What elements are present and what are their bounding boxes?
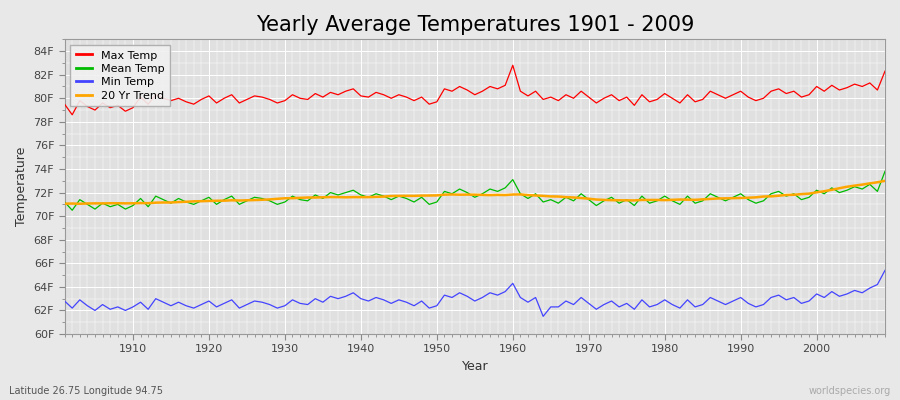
Y-axis label: Temperature: Temperature xyxy=(15,147,28,226)
Text: worldspecies.org: worldspecies.org xyxy=(809,386,891,396)
Text: Latitude 26.75 Longitude 94.75: Latitude 26.75 Longitude 94.75 xyxy=(9,386,163,396)
X-axis label: Year: Year xyxy=(462,360,488,373)
Legend: Max Temp, Mean Temp, Min Temp, 20 Yr Trend: Max Temp, Mean Temp, Min Temp, 20 Yr Tre… xyxy=(70,45,170,106)
Title: Yearly Average Temperatures 1901 - 2009: Yearly Average Temperatures 1901 - 2009 xyxy=(256,15,694,35)
